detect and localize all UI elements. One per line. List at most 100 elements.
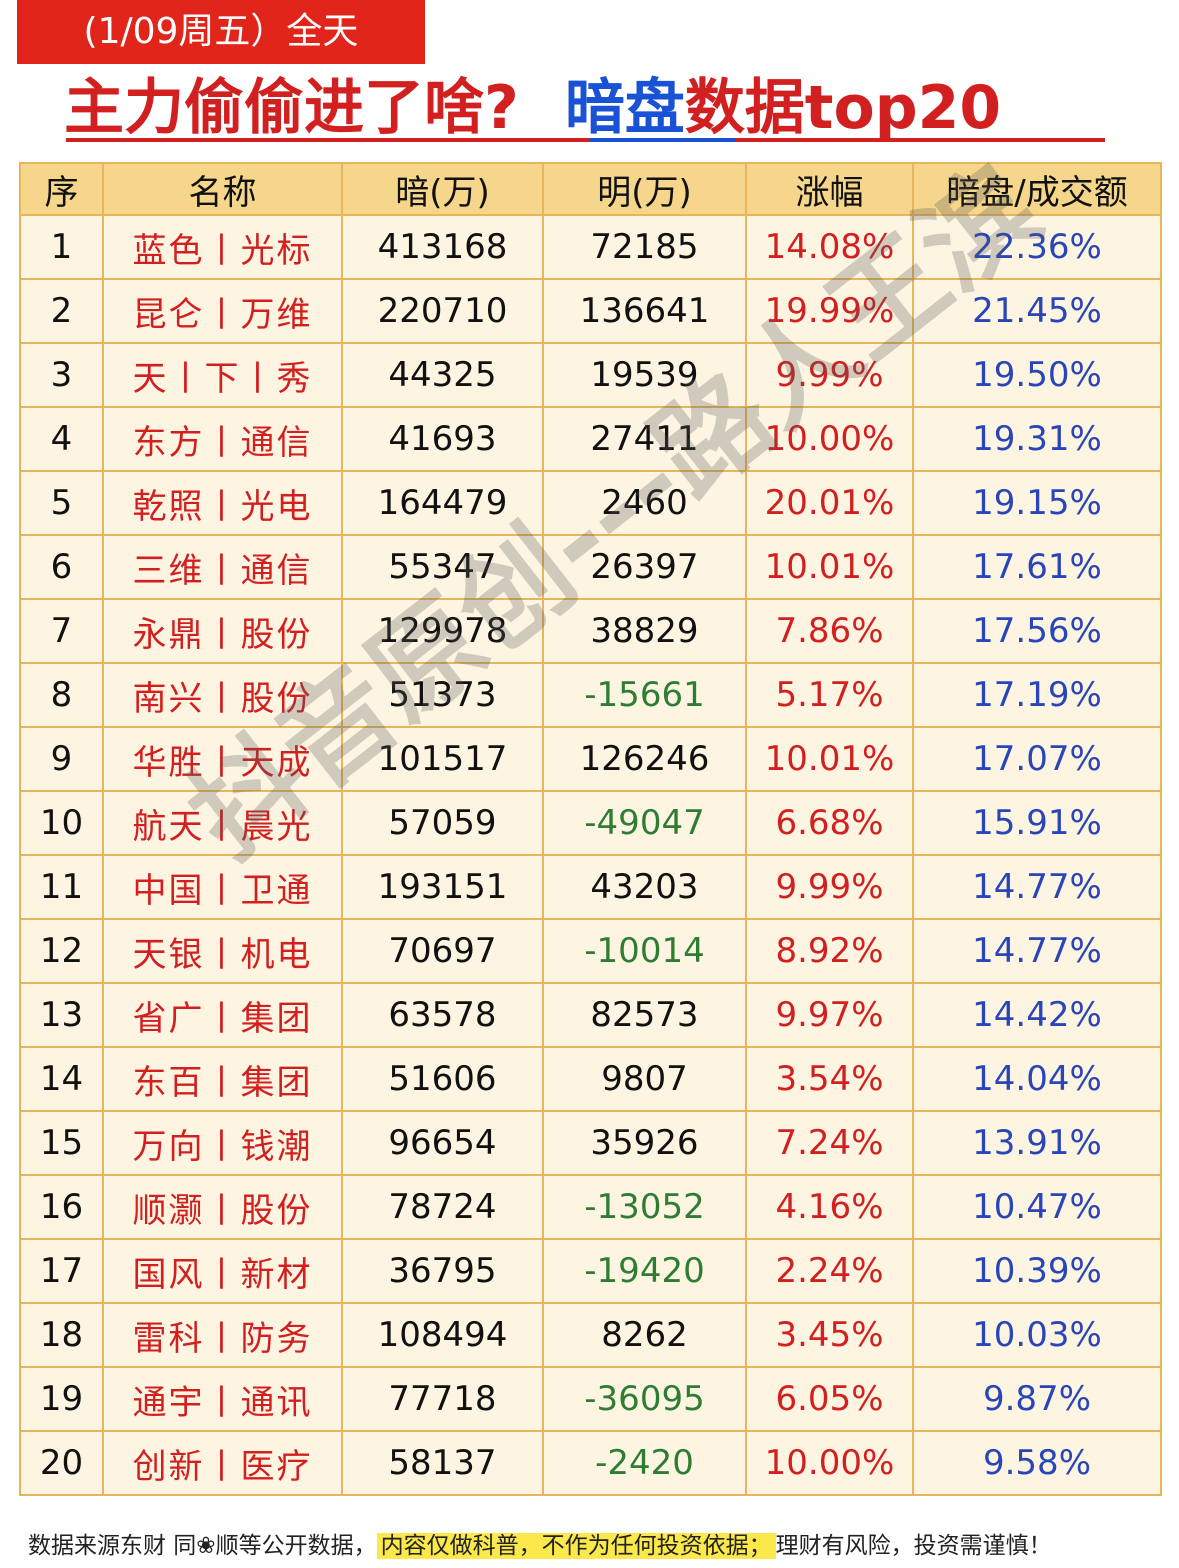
row-an: 57059: [341, 790, 544, 856]
row-an: 129978: [341, 598, 544, 664]
row-index: 19: [19, 1366, 104, 1432]
row-change: 6.05%: [745, 1366, 914, 1432]
row-name: 航天丨晨光: [102, 790, 343, 856]
table-row: 20 创新丨医疗 58137 -2420 10.00% 9.58%: [19, 1430, 1162, 1496]
headline-underline-red-2: [735, 138, 1105, 142]
row-change: 4.16%: [745, 1174, 914, 1240]
row-ratio: 14.77%: [912, 854, 1162, 920]
row-ming: -49047: [542, 790, 747, 856]
row-ming: 43203: [542, 854, 747, 920]
row-ratio: 13.91%: [912, 1110, 1162, 1176]
row-index: 11: [19, 854, 104, 920]
header-an: 暗(万): [341, 162, 544, 216]
row-change: 19.99%: [745, 278, 914, 344]
row-name: 乾照丨光电: [102, 470, 343, 536]
row-ratio: 19.50%: [912, 342, 1162, 408]
row-name: 天银丨机电: [102, 918, 343, 984]
row-an: 77718: [341, 1366, 544, 1432]
row-change: 7.24%: [745, 1110, 914, 1176]
table-row: 13 省广丨集团 63578 82573 9.97% 14.42%: [19, 982, 1162, 1048]
table-row: 6 三维丨通信 55347 26397 10.01% 17.61%: [19, 534, 1162, 600]
table-row: 10 航天丨晨光 57059 -49047 6.68% 15.91%: [19, 790, 1162, 856]
row-name: 万向丨钱潮: [102, 1110, 343, 1176]
row-change: 8.92%: [745, 918, 914, 984]
row-index: 8: [19, 662, 104, 728]
row-name: 华胜丨天成: [102, 726, 343, 792]
row-name: 东方丨通信: [102, 406, 343, 472]
table-row: 14 东百丨集团 51606 9807 3.54% 14.04%: [19, 1046, 1162, 1112]
row-index: 18: [19, 1302, 104, 1368]
row-name: 昆仑丨万维: [102, 278, 343, 344]
header-name: 名称: [102, 162, 343, 216]
row-change: 10.00%: [745, 406, 914, 472]
row-ratio: 17.56%: [912, 598, 1162, 664]
row-change: 10.01%: [745, 726, 914, 792]
row-index: 3: [19, 342, 104, 408]
row-ming: 27411: [542, 406, 747, 472]
row-ratio: 22.36%: [912, 214, 1162, 280]
table-header-row: 序 名称 暗(万) 明(万) 涨幅 暗盘/成交额: [19, 162, 1162, 216]
row-ratio: 17.07%: [912, 726, 1162, 792]
row-name: 南兴丨股份: [102, 662, 343, 728]
header-index: 序: [19, 162, 104, 216]
row-ratio: 15.91%: [912, 790, 1162, 856]
row-ming: -10014: [542, 918, 747, 984]
row-ming: -13052: [542, 1174, 747, 1240]
row-change: 10.01%: [745, 534, 914, 600]
row-an: 78724: [341, 1174, 544, 1240]
row-change: 9.97%: [745, 982, 914, 1048]
table-row: 12 天银丨机电 70697 -10014 8.92% 14.77%: [19, 918, 1162, 984]
row-ming: 26397: [542, 534, 747, 600]
row-ming: 38829: [542, 598, 747, 664]
table-row: 7 永鼎丨股份 129978 38829 7.86% 17.56%: [19, 598, 1162, 664]
row-change: 20.01%: [745, 470, 914, 536]
row-change: 6.68%: [745, 790, 914, 856]
row-ming: 136641: [542, 278, 747, 344]
row-ming: 19539: [542, 342, 747, 408]
headline-underline-red: [66, 138, 590, 142]
row-ratio: 21.45%: [912, 278, 1162, 344]
row-ratio: 14.77%: [912, 918, 1162, 984]
row-change: 10.00%: [745, 1430, 914, 1496]
row-index: 20: [19, 1430, 104, 1496]
row-index: 13: [19, 982, 104, 1048]
row-name: 永鼎丨股份: [102, 598, 343, 664]
row-index: 16: [19, 1174, 104, 1240]
table-row: 9 华胜丨天成 101517 126246 10.01% 17.07%: [19, 726, 1162, 792]
row-ming: -19420: [542, 1238, 747, 1304]
headline-underline-blue: [590, 138, 735, 142]
table-row: 17 国风丨新材 36795 -19420 2.24% 10.39%: [19, 1238, 1162, 1304]
row-index: 17: [19, 1238, 104, 1304]
footer: 数据来源东财 同❀顺等公开数据， 内容仅做科普，不作为任何投资依据； 理财有风险，投…: [28, 1528, 1052, 1564]
row-ming: 126246: [542, 726, 747, 792]
row-name: 雷科丨防务: [102, 1302, 343, 1368]
row-an: 63578: [341, 982, 544, 1048]
row-ming: 82573: [542, 982, 747, 1048]
row-name: 省广丨集团: [102, 982, 343, 1048]
header-ming: 明(万): [542, 162, 747, 216]
table-row: 2 昆仑丨万维 220710 136641 19.99% 21.45%: [19, 278, 1162, 344]
row-ratio: 10.39%: [912, 1238, 1162, 1304]
row-ratio: 17.61%: [912, 534, 1162, 600]
row-ming: 9807: [542, 1046, 747, 1112]
row-index: 6: [19, 534, 104, 600]
row-name: 中国丨卫通: [102, 854, 343, 920]
row-ming: 35926: [542, 1110, 747, 1176]
row-name: 东百丨集团: [102, 1046, 343, 1112]
row-ratio: 10.03%: [912, 1302, 1162, 1368]
row-index: 4: [19, 406, 104, 472]
row-an: 51373: [341, 662, 544, 728]
footer-source: 数据来源东财 同❀顺等公开数据，: [28, 1533, 377, 1559]
row-an: 44325: [341, 342, 544, 408]
row-ming: -15661: [542, 662, 747, 728]
row-ming: 8262: [542, 1302, 747, 1368]
table-row: 1 蓝色丨光标 413168 72185 14.08% 22.36%: [19, 214, 1162, 280]
row-an: 220710: [341, 278, 544, 344]
row-an: 96654: [341, 1110, 544, 1176]
date-tag: (1/09周五）全天: [17, 0, 425, 64]
table-row: 19 通宇丨通讯 77718 -36095 6.05% 9.87%: [19, 1366, 1162, 1432]
row-an: 193151: [341, 854, 544, 920]
row-name: 天丨下丨秀: [102, 342, 343, 408]
row-change: 9.99%: [745, 854, 914, 920]
table-row: 16 顺灏丨股份 78724 -13052 4.16% 10.47%: [19, 1174, 1162, 1240]
